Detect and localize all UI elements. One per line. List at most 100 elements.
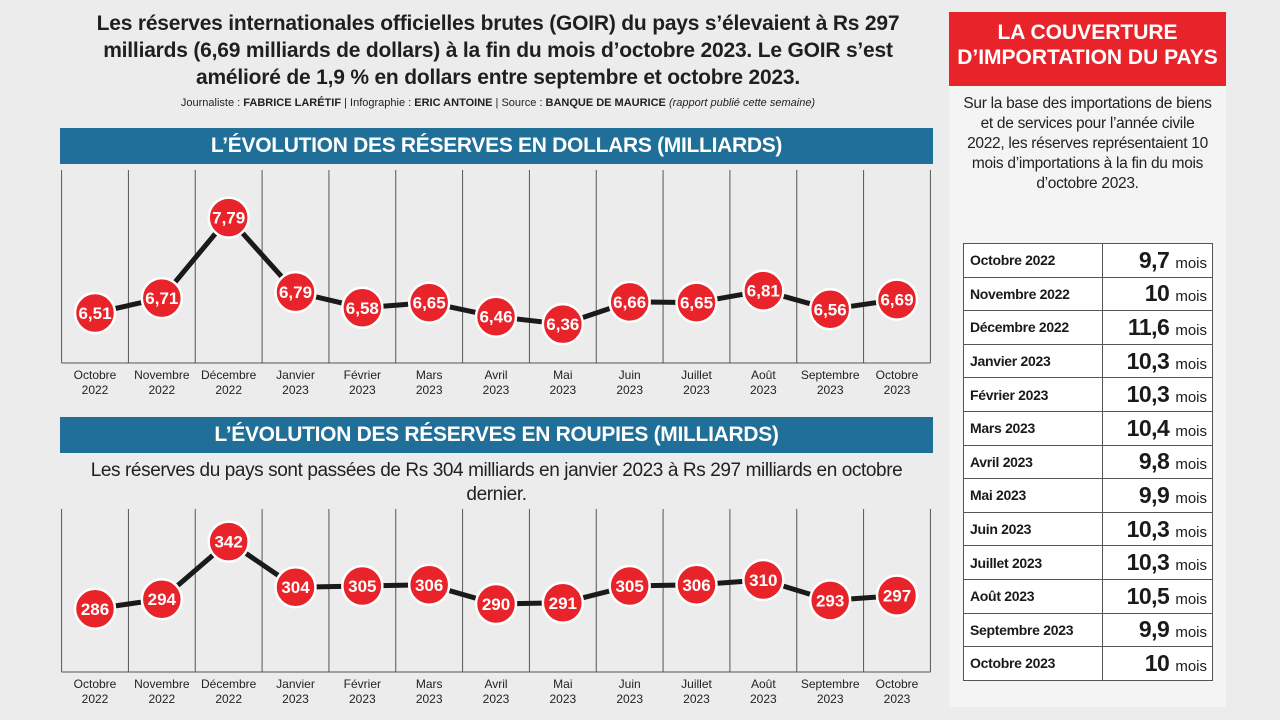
x-tick-line: 2023 xyxy=(683,383,710,397)
point-marker xyxy=(474,295,518,338)
import-value-cell: 10,3 mois xyxy=(1102,343,1213,379)
x-tick-line: Août xyxy=(751,368,776,382)
data-point: 6,69 xyxy=(875,278,919,321)
x-tick-line: 2023 xyxy=(817,383,844,397)
x-tick-label: Février 2023 xyxy=(344,677,381,706)
point-marker xyxy=(742,269,785,312)
grid xyxy=(61,170,931,364)
x-tick-label: Novembre 2022 xyxy=(134,677,190,706)
data-label: 6,65 xyxy=(413,294,446,313)
x-tick-label: Décembre 2022 xyxy=(201,677,257,706)
headline: Les réserves internationales officielles… xyxy=(96,12,900,89)
import-month: Janvier 2023 xyxy=(963,343,1103,379)
point-marker xyxy=(675,563,718,607)
point-marker xyxy=(808,579,852,622)
point-marker xyxy=(207,520,250,563)
table-row: Mars 2023 10,4 mois xyxy=(963,410,1213,446)
x-tick-line: Décembre xyxy=(201,677,257,691)
x-tick-line: Février xyxy=(344,368,381,382)
credit-note: (rapport publié cette semaine) xyxy=(668,97,816,109)
table-row: Juillet 2023 10,3 mois xyxy=(963,545,1213,580)
data-label: 304 xyxy=(281,578,310,597)
x-tick-line: Mars xyxy=(416,368,443,382)
x-tick-label: Mai 2023 xyxy=(549,368,576,397)
x-tick-line: Décembre xyxy=(201,368,257,382)
data-point: 6,71 xyxy=(140,276,184,320)
x-tick-label: Octobre 2022 xyxy=(74,368,117,397)
data-label: 286 xyxy=(81,600,109,619)
data-label: 342 xyxy=(214,533,242,552)
import-value-cell: 10 mois xyxy=(1102,646,1213,681)
x-tick-line: Avril xyxy=(484,677,507,691)
import-month: Mars 2023 xyxy=(963,410,1103,446)
import-unit: mois xyxy=(1175,389,1207,407)
import-unit: mois xyxy=(1175,590,1207,608)
import-value: 10 xyxy=(1144,649,1170,676)
import-unit: mois xyxy=(1175,355,1207,373)
import-value: 10,5 xyxy=(1126,582,1170,609)
data-point: 293 xyxy=(808,579,852,622)
credit-source: BANQUE DE MAURICE xyxy=(545,97,666,109)
data-label: 6,58 xyxy=(346,299,379,318)
grid xyxy=(61,509,931,673)
import-month: Novembre 2022 xyxy=(963,276,1103,312)
import-unit: mois xyxy=(1175,456,1207,474)
x-tick-line: Novembre xyxy=(134,677,190,691)
x-tick-label: Juin 2023 xyxy=(616,368,643,397)
x-tick-line: Mai xyxy=(553,677,572,691)
import-month: Juillet 2023 xyxy=(963,545,1103,580)
x-tick-line: Novembre xyxy=(134,368,190,382)
import-unit: mois xyxy=(1175,288,1207,306)
x-tick-line: 2023 xyxy=(349,692,376,706)
data-label: 6,56 xyxy=(814,300,847,319)
x-tick-line: Juillet xyxy=(681,677,712,691)
import-value-cell: 10,4 mois xyxy=(1102,410,1213,446)
table-row: Janvier 2023 10,3 mois xyxy=(963,343,1213,379)
point-marker xyxy=(608,564,651,608)
table-row: Octobre 2023 10 mois xyxy=(963,646,1213,681)
x-tick-label: Septembre 2023 xyxy=(801,677,860,706)
x-tick-line: 2022 xyxy=(148,383,175,397)
x-tick-label: Juin 2023 xyxy=(616,677,643,706)
x-tick-line: 2022 xyxy=(82,383,109,397)
x-tick-label: Novembre 2022 xyxy=(134,368,190,397)
point-marker xyxy=(742,558,785,602)
import-unit: mois xyxy=(1175,422,1207,440)
data-point: 6,58 xyxy=(341,286,384,330)
x-tick-line: 2023 xyxy=(349,383,376,397)
x-tick-line: Février xyxy=(344,677,381,691)
point-marker xyxy=(207,196,250,239)
x-tick-line: 2023 xyxy=(416,383,443,397)
data-point: 6,46 xyxy=(474,295,518,338)
point-marker xyxy=(474,582,518,626)
data-point: 294 xyxy=(140,577,184,621)
x-tick-line: 2023 xyxy=(817,692,844,706)
data-label: 305 xyxy=(348,577,376,596)
import-value: 9,9 xyxy=(1138,481,1170,508)
data-point: 6,79 xyxy=(274,270,317,314)
data-label: 310 xyxy=(749,571,777,590)
import-value-cell: 9,7 mois xyxy=(1102,243,1213,278)
x-tick-line: Octobre xyxy=(74,677,117,691)
data-label: 293 xyxy=(816,591,844,610)
x-tick-label: Juillet 2023 xyxy=(681,677,712,706)
data-point: 297 xyxy=(875,574,919,617)
data-label: 6,51 xyxy=(78,304,111,323)
data-label: 6,79 xyxy=(279,283,312,302)
table-row: Février 2023 10,3 mois xyxy=(963,377,1213,412)
point-marker xyxy=(341,286,384,330)
import-value: 10 xyxy=(1144,280,1170,307)
x-tick-line: 2023 xyxy=(483,383,510,397)
x-tick-line: 2023 xyxy=(282,383,309,397)
data-point: 305 xyxy=(341,564,384,608)
import-coverage-table: Octobre 2022 9,7 mois Novembre 2022 10 mois Dé… xyxy=(963,243,1213,681)
data-point: 306 xyxy=(675,563,718,607)
credits: Journaliste : FABRICE LARÉTIF | Infograp… xyxy=(58,97,938,109)
data-point: 305 xyxy=(608,564,651,608)
import-value-cell: 10,5 mois xyxy=(1102,578,1213,614)
import-unit: mois xyxy=(1175,321,1207,339)
import-value-cell: 11,6 mois xyxy=(1102,310,1213,345)
x-tick-line: Septembre xyxy=(801,368,860,382)
